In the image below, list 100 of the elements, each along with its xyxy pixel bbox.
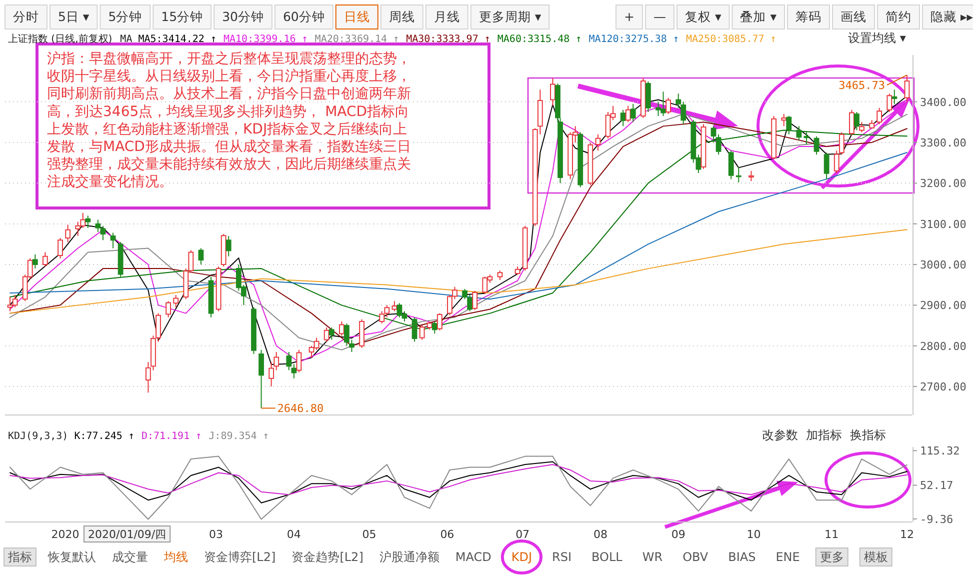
x-tick-label: 2020 xyxy=(51,528,80,541)
text: BIAS xyxy=(728,550,756,564)
line-series xyxy=(10,464,908,496)
candlestick xyxy=(412,316,418,342)
y-tick-label: 3100.00 xyxy=(920,218,966,231)
candlestick xyxy=(324,327,330,342)
text: MA20:3369.14 ↑ xyxy=(314,34,400,45)
candlestick xyxy=(804,132,810,145)
candlestick xyxy=(118,242,124,278)
candlestick xyxy=(220,233,226,268)
candlestick xyxy=(849,109,854,136)
candlestick xyxy=(886,93,892,112)
candlestick xyxy=(771,116,777,160)
text: K:77.245 ↑ xyxy=(74,431,134,442)
candlestick xyxy=(781,113,787,127)
chart-title: 上证指数 (日线,前复权) xyxy=(8,33,112,45)
text: 更多周期 ▾ xyxy=(478,9,542,24)
y-tick-label: 115.32 xyxy=(920,444,960,458)
candlestick xyxy=(258,349,264,409)
line-series xyxy=(10,461,908,504)
text: 2020/01/09/四 xyxy=(88,528,166,541)
candlestick xyxy=(436,312,442,331)
candlestick xyxy=(588,142,594,186)
y-tick-label: 2800.00 xyxy=(920,340,966,353)
text: 5分钟 xyxy=(108,9,142,24)
candlestick xyxy=(328,327,334,340)
text: MA30:3333.97 ↑ xyxy=(406,34,490,45)
text: 资金博弈[L2] xyxy=(204,550,276,564)
text: RSI xyxy=(552,550,572,564)
text: MA5:3414.22 ↑ xyxy=(138,34,216,45)
candlestick xyxy=(522,225,528,272)
candlestick xyxy=(198,248,204,265)
text: 换指标 xyxy=(850,428,886,442)
text: 均线 xyxy=(163,550,188,564)
x-tick-label: 09 xyxy=(671,528,686,541)
candlestick xyxy=(796,126,802,141)
candlestick xyxy=(700,124,706,170)
text: KDJ xyxy=(511,550,532,564)
annotation: 沪指：早盘微幅高开，开盘之后整体呈现震荡整理的态势，收阴十字星线。从日线级别上看，今日沪指重心再度上移，同时刷新前期高点。从技术上看，沪指今日盘中创逾两年新高，到达3465点，均线呈现多头排列趋势， MACD指标向上发散，红色动能柱逐渐增强，KDJ指标金叉之后继续向上发散，与MACD形成共振。但从成交量来看，指数连续三日强势整理，成交量未能持续有效放大，因此后期继续重点关注成交量变化情况。 xyxy=(47,51,411,190)
candlestick xyxy=(595,134,601,152)
text: 叠加 ▾ xyxy=(740,9,778,24)
x-tick-label: 03 xyxy=(209,528,224,541)
candlestick xyxy=(748,170,754,182)
candlestick xyxy=(359,318,364,348)
candlestick xyxy=(892,89,898,104)
candlestick xyxy=(645,80,651,112)
candlestick xyxy=(392,300,398,312)
text: + xyxy=(624,9,634,24)
text: 加指标 xyxy=(806,428,842,442)
line-series xyxy=(10,456,908,520)
candlestick xyxy=(620,109,626,127)
text: 5日 ▾ xyxy=(58,9,90,24)
text: 沪股通净额 xyxy=(379,550,440,564)
candlestick xyxy=(251,306,256,354)
candlestick xyxy=(876,107,882,125)
candlestick xyxy=(472,290,478,311)
candlestick xyxy=(497,270,503,280)
candlestick xyxy=(85,215,91,228)
text: 资金趋势[L2] xyxy=(292,550,364,564)
text: OBV xyxy=(682,550,709,564)
y-tick-label: 3200.00 xyxy=(920,177,966,190)
legend-title: MA xyxy=(120,34,132,45)
legend-title: KDJ(9,3,3) xyxy=(8,431,68,442)
text: 成交量 xyxy=(112,550,148,564)
y-tick-label: 2700.00 xyxy=(920,380,966,394)
text: MA10:3399.16 ↑ xyxy=(224,34,308,45)
candlestick xyxy=(419,325,425,340)
text: 画线 xyxy=(840,9,866,24)
candlestick xyxy=(666,97,671,114)
candlestick xyxy=(208,276,214,318)
text: 60分钟 xyxy=(282,9,325,24)
y-tick-label: 3400.00 xyxy=(920,96,966,109)
candlestick xyxy=(32,254,38,270)
text: 模板 xyxy=(864,550,888,564)
candlestick xyxy=(216,266,222,312)
text: 更多 xyxy=(820,550,844,564)
y-tick-label: 52.17 xyxy=(920,479,954,492)
candlestick xyxy=(578,132,584,188)
candlestick xyxy=(550,78,556,106)
candlestick xyxy=(854,111,860,131)
text: 设置均线 ▾ xyxy=(848,31,906,45)
x-tick-label: 04 xyxy=(286,528,301,541)
line-series xyxy=(10,229,908,314)
candlestick xyxy=(65,224,71,243)
text: 指标 xyxy=(7,550,32,564)
candlestick xyxy=(625,105,631,123)
candlestick xyxy=(824,152,830,180)
text: MA60:3315.48 ↑ xyxy=(497,34,582,45)
text: 隐藏 ▸▸ xyxy=(930,9,973,24)
x-tick-label: 10 xyxy=(746,528,761,541)
candlestick xyxy=(173,294,179,308)
y-tick-label: 3300.00 xyxy=(920,136,966,150)
text: D:71.191 ↑ xyxy=(141,431,202,442)
text: BOLL xyxy=(592,550,623,564)
x-tick-label: 11 xyxy=(824,528,839,541)
candlestick xyxy=(710,126,716,143)
x-tick-label: 08 xyxy=(593,528,608,541)
annotation: 3465.73 xyxy=(838,79,885,92)
text: ENE xyxy=(776,550,800,564)
candlestick xyxy=(110,232,116,249)
